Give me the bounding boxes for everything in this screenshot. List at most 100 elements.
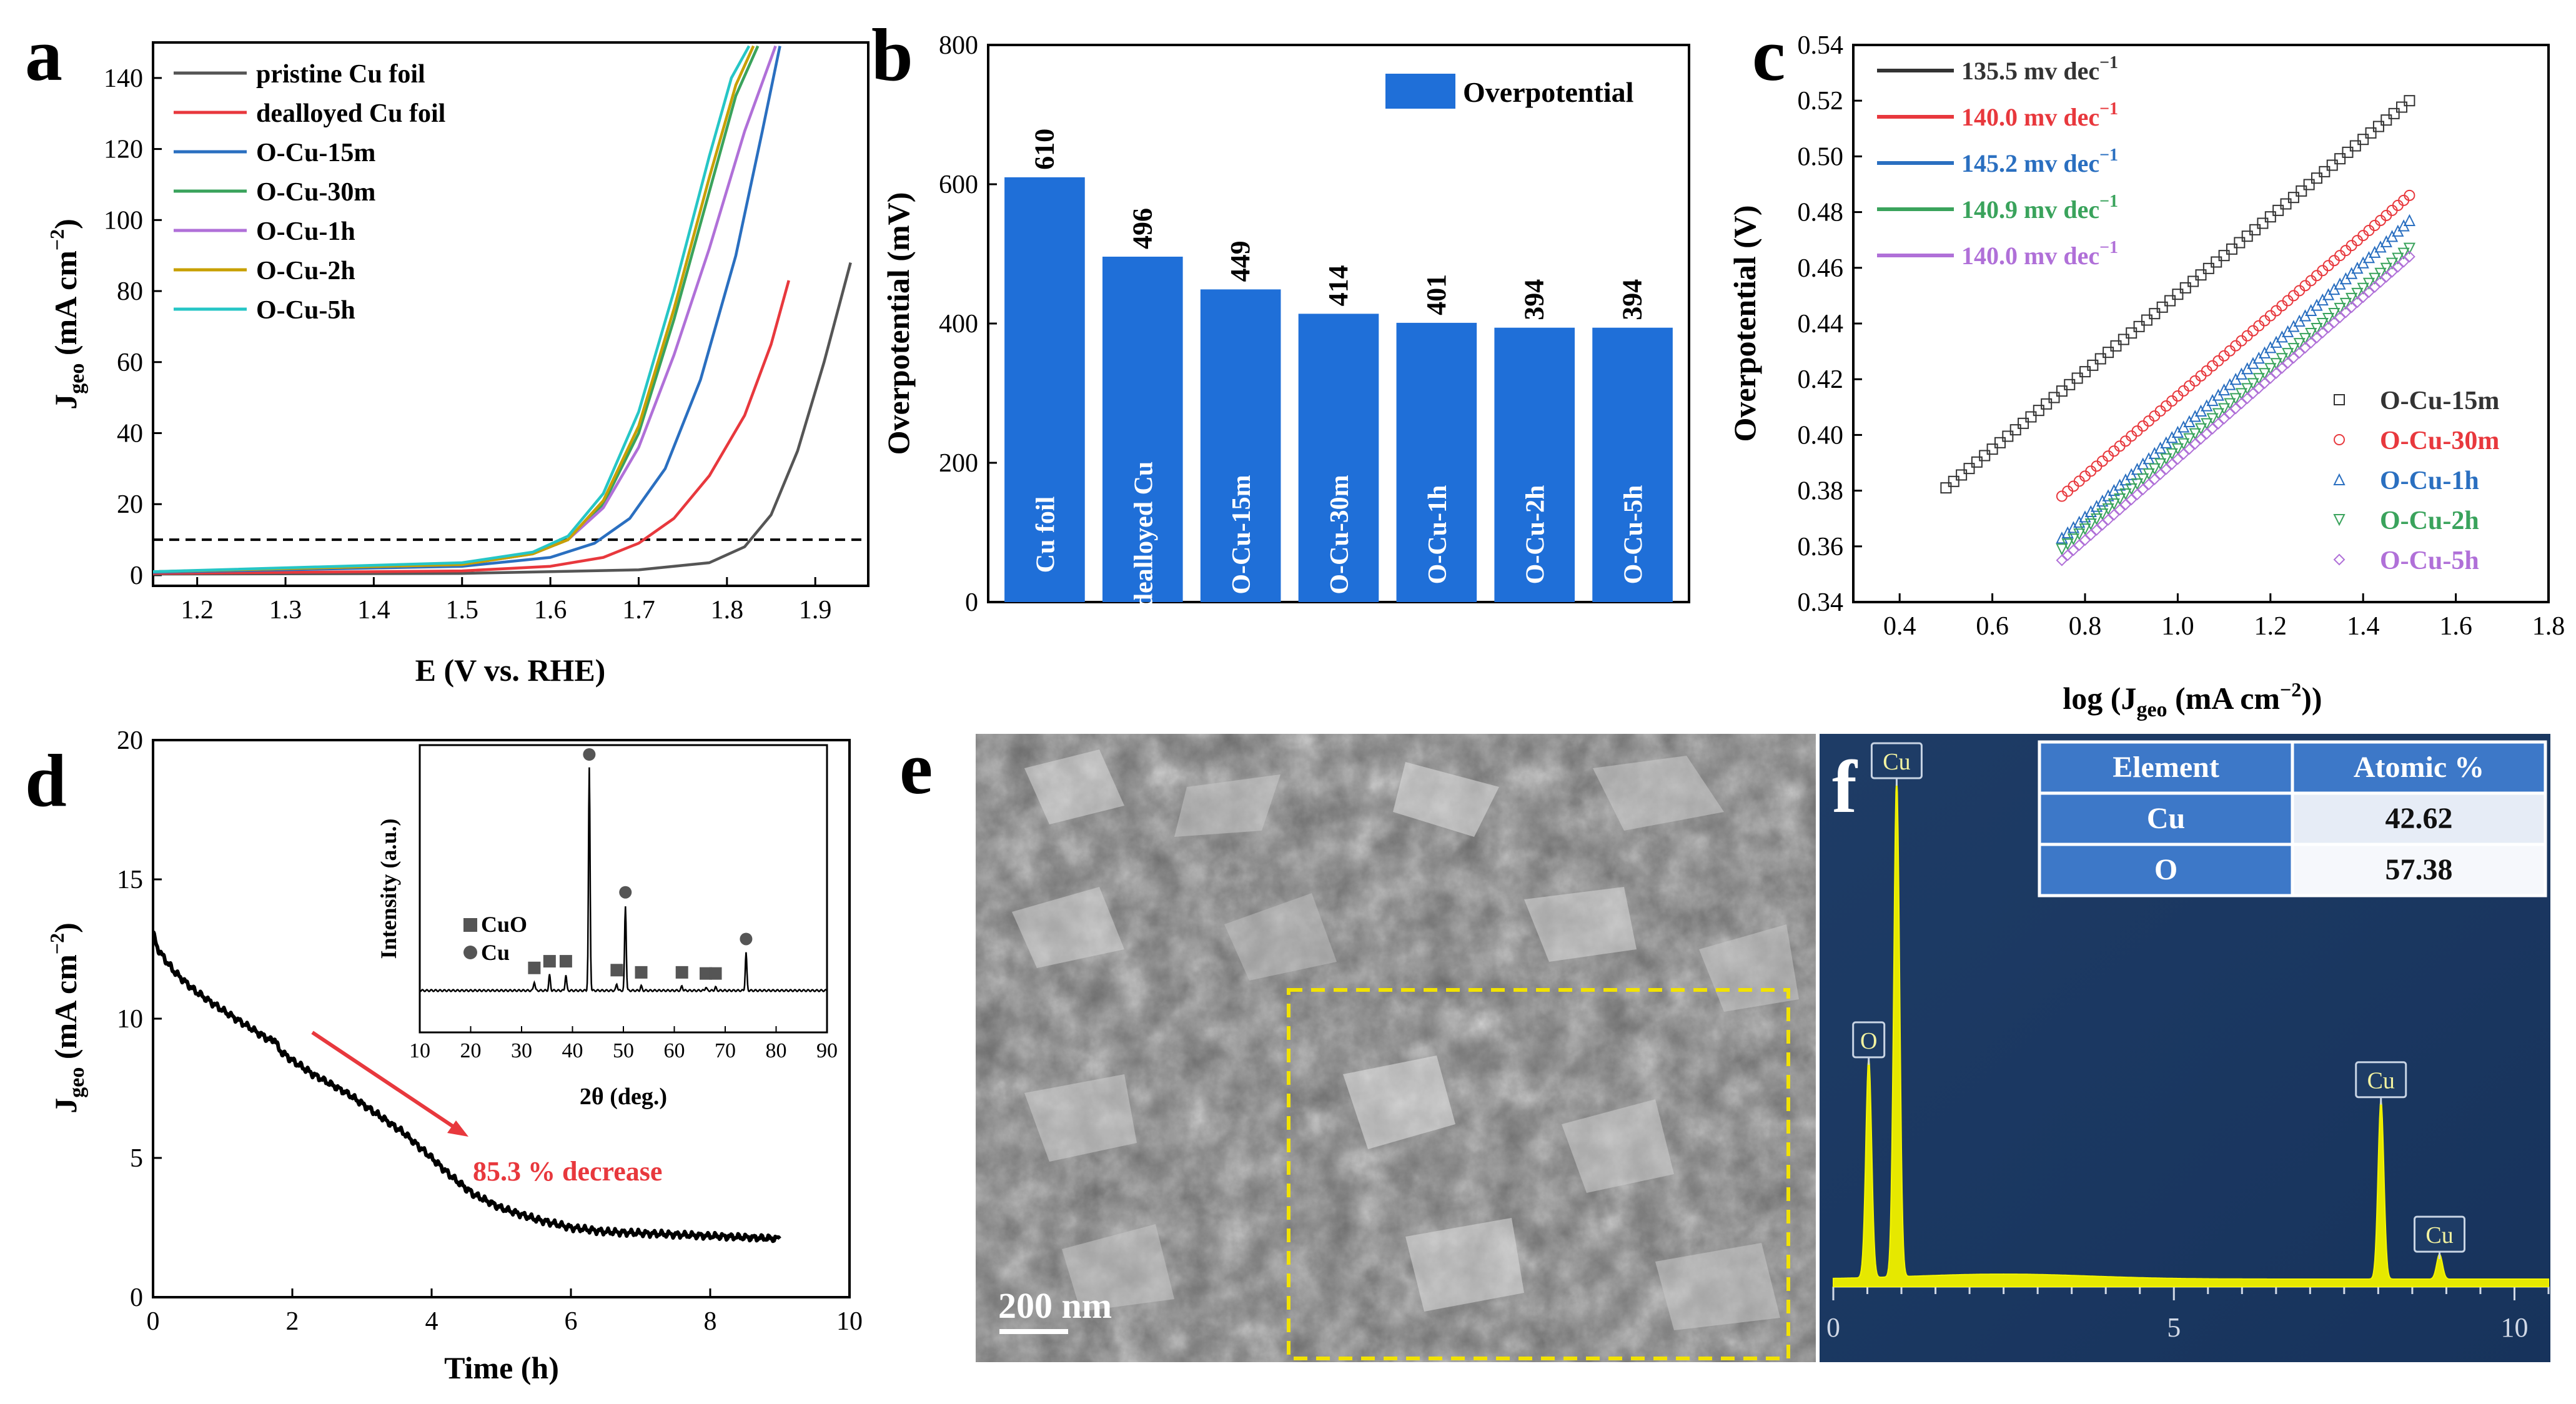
panel-c-point — [2056, 385, 2068, 397]
panel-c-legend-label: O-Cu-30m — [2380, 427, 2499, 455]
panel-d-inset-cu-marker — [619, 886, 632, 899]
panel-c-point — [2119, 488, 2132, 501]
panel-b-category-label: dealloyed Cu — [1129, 462, 1158, 608]
panel-d-arrow — [311, 1031, 458, 1131]
eds-spectrum — [1833, 778, 2549, 1287]
panel-c-point — [1956, 469, 1968, 481]
panel-d-inset-cuo-marker — [610, 964, 623, 977]
panel-b-ytick-label: 200 — [939, 449, 978, 478]
panel-c-point — [2183, 433, 2196, 445]
panel-c-point — [2148, 463, 2161, 476]
panel-c-point — [2079, 534, 2091, 546]
panel-b-category-label: O-Cu-1h — [1424, 485, 1452, 585]
panel-c-legend-marker — [2334, 434, 2345, 445]
panel-c-point — [2154, 458, 2167, 471]
panel-c-point — [1948, 475, 1959, 487]
panel-b-ytick-label: 0 — [965, 588, 978, 617]
panel-c-point — [2164, 295, 2176, 307]
panel-c-point — [2241, 383, 2254, 395]
panel-c-point — [2137, 483, 2149, 496]
panel-d-annotation: 85.3 % decrease — [473, 1156, 662, 1187]
eds-table-value: O — [2154, 853, 2177, 886]
eds-peak-label: Cu — [1883, 749, 1910, 775]
eds-peak-labels: O Cu Cu Cu — [1852, 742, 2466, 1260]
panel-c-point — [2380, 262, 2392, 275]
panel-a-ylabel: Jgeo (mA cm−2) — [46, 219, 89, 409]
panel-d-inset-legend-cu: Cu — [481, 940, 510, 965]
panel-c-label: c — [1752, 13, 1785, 96]
panel-a-ytick-label: 100 — [104, 206, 143, 235]
panel-c-point — [2096, 508, 2109, 521]
panel-c-ylabel: Overpotential (V) — [1727, 205, 1762, 442]
panel-b-axes: 0 200 400 600 800 — [939, 31, 997, 617]
panel-c-point — [2326, 159, 2338, 171]
panel-c-point — [2229, 393, 2242, 405]
panel-d-chart: d 0 2 4 6 8 10 0 5 10 15 20 85.3 % decrease Time (… — [25, 726, 863, 1385]
panel-c-point — [2048, 392, 2060, 403]
panel-c-point — [2380, 114, 2392, 126]
panel-c-point — [2073, 528, 2086, 541]
panel-d-inset-cu-marker — [740, 932, 753, 946]
panel-c-point — [2160, 453, 2172, 465]
panel-c-point — [2339, 297, 2352, 310]
panel-d-inset-cuo-marker — [635, 966, 648, 979]
panel-b-ylabel: Overpotential (mV) — [881, 192, 916, 455]
panel-c-slope-sup: −1 — [2099, 146, 2118, 165]
panel-d-xtick-label: 8 — [704, 1307, 717, 1336]
panel-c-point — [2342, 146, 2354, 158]
eds-table-cell — [2291, 791, 2547, 846]
panel-b-value-label: 496 — [1127, 208, 1157, 249]
panel-a-xlabel: E (V vs. RHE) — [415, 653, 606, 688]
panel-d-inset-xtick-label: 50 — [613, 1039, 634, 1062]
panel-c-point — [2235, 388, 2248, 400]
eds-spectrum-fill — [1833, 778, 2549, 1287]
panel-c-point — [2362, 277, 2375, 290]
panel-c-point — [2272, 204, 2284, 216]
panel-c-point — [1940, 482, 1952, 494]
panel-d-ytick-label: 5 — [130, 1144, 143, 1173]
panel-c-point — [2009, 424, 2021, 436]
panel-c-axes: 0.4 0.6 0.8 1.0 1.2 1.4 1.6 1.8 0.34 0.36 0.38 0.40… — [1798, 31, 2565, 641]
panel-c-point — [2276, 353, 2288, 365]
panel-a-chart: a 1.2 1.3 1.4 1.5 1.6 1.7 1.8 1.9 0 20 40 60 80 100 12… — [25, 13, 869, 688]
eds-tick-label: 5 — [2167, 1312, 2181, 1343]
panel-c-point — [2392, 252, 2404, 265]
panel-c-point — [2234, 237, 2246, 249]
panel-c-legend-label: O-Cu-15m — [2380, 387, 2499, 415]
panel-d-arrowhead — [447, 1120, 468, 1137]
panel-c-point — [2056, 543, 2068, 556]
panel-c-point — [2125, 483, 2138, 496]
panel-e-sem-image: e 200 nm — [899, 726, 1816, 1362]
panel-c-xtick-label: 1.6 — [2439, 612, 2472, 641]
panel-b-value-label: 394 — [1519, 279, 1550, 320]
panel-d-inset-xtick-label: 20 — [460, 1039, 482, 1062]
panel-c-ytick-label: 0.52 — [1798, 87, 1844, 116]
panel-c-point — [2346, 292, 2358, 305]
panel-a-series-O-Cu-2h — [153, 45, 755, 573]
panel-c-point — [2071, 372, 2083, 384]
panel-c-point — [2264, 211, 2276, 223]
panel-c-legend-marker — [2333, 514, 2346, 526]
panel-c-point — [2211, 256, 2222, 268]
panel-a-legend: pristine Cu foil dealloyed Cu foil O-Cu-15… — [174, 60, 445, 325]
panel-c-legend-marker — [2334, 394, 2345, 405]
panel-c-point — [2206, 413, 2219, 425]
panel-c-series — [1940, 95, 2416, 566]
panel-c-point — [2195, 269, 2207, 281]
panel-b-bar — [1004, 177, 1085, 603]
panel-d-inset-legend-cu-marker — [463, 946, 477, 959]
panel-d-inset-ylabel: Intensity (a.u.) — [376, 818, 401, 959]
panel-b-bars: 610 Cu foil 496 dealloyed Cu 449 O-Cu-15m 414 O… — [1004, 129, 1673, 608]
panel-c-ytick-label: 0.34 — [1798, 588, 1844, 617]
panel-c-point — [2201, 418, 2213, 430]
panel-b-category-label: O-Cu-15m — [1227, 475, 1256, 594]
panel-d-inset-cuo-marker — [700, 967, 713, 980]
panel-b-ytick-label: 800 — [939, 31, 978, 60]
panel-c-xtick-label: 0.6 — [1976, 612, 2009, 641]
panel-c-point — [2061, 549, 2074, 561]
panel-c-ytick-label: 0.46 — [1798, 254, 1844, 283]
panel-c-point — [2357, 134, 2369, 146]
sem-selection-box — [1287, 988, 1790, 1360]
